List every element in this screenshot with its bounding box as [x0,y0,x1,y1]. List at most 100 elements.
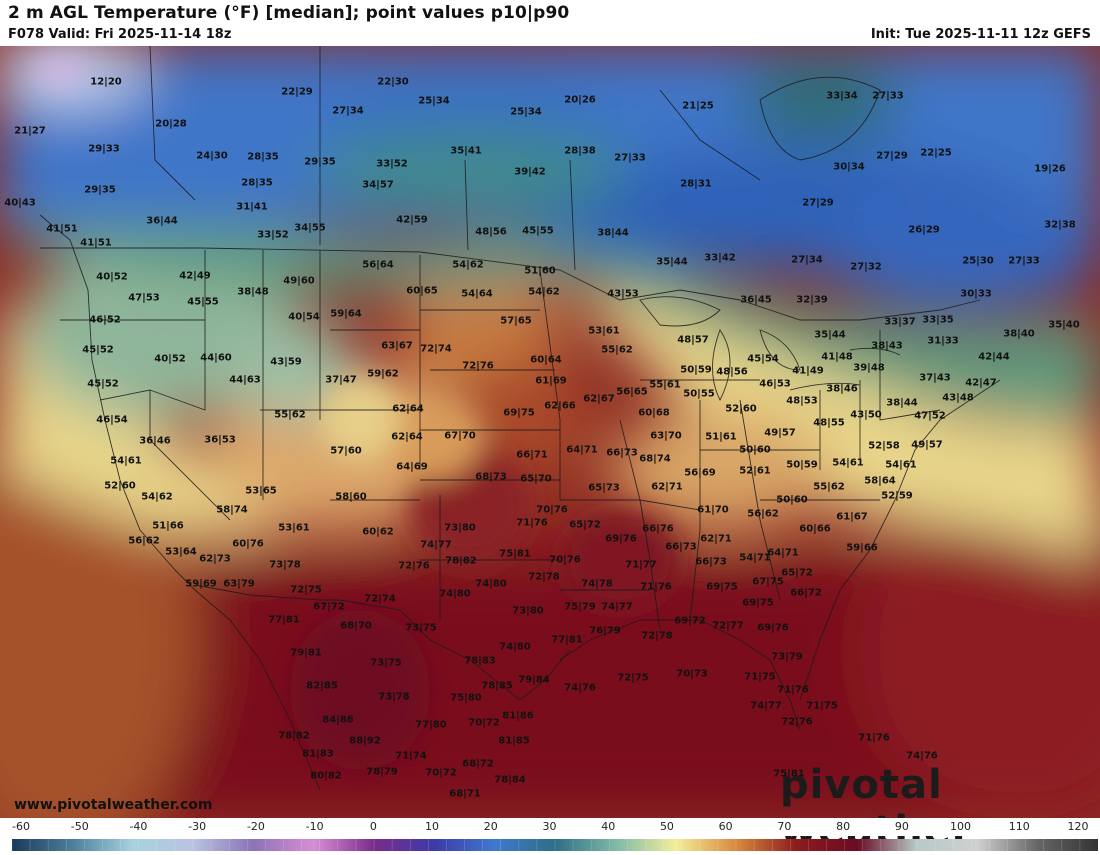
point-value: 78|82 [278,730,310,742]
point-value: 69|75 [503,407,535,419]
point-value: 75|81 [499,548,531,560]
point-value: 47|53 [128,292,160,304]
point-value: 63|70 [650,430,682,442]
point-value: 70|73 [676,668,708,680]
point-value: 66|71 [516,449,548,461]
point-value: 55|61 [649,379,681,391]
point-value: 43|50 [850,409,882,421]
point-value: 56|62 [128,535,160,547]
point-value: 61|69 [535,375,567,387]
point-value: 41|48 [821,351,853,363]
point-value: 50|55 [683,388,715,400]
point-value: 34|55 [294,222,326,234]
point-value: 59|69 [185,578,217,590]
point-value: 20|26 [564,94,596,106]
point-value: 44|63 [229,374,261,386]
colorbar-tick: 120 [1067,820,1089,833]
temperature-field [0,46,1100,818]
temperature-colorbar [11,836,1098,851]
point-value: 22|30 [377,76,409,88]
colorbar-gradient [11,839,1098,851]
point-value: 22|29 [281,86,313,98]
point-value: 45|55 [522,225,554,237]
point-value: 74|76 [564,682,596,694]
point-value: 19|26 [1034,163,1066,175]
point-value: 46|53 [759,378,791,390]
point-value: 88|92 [349,735,381,747]
point-value: 52|60 [725,403,757,415]
point-value: 64|71 [566,444,598,456]
temperature-map[interactable]: 12|20 22|30 22|29 25|34 20|26 21|25 27|34 25|34… [0,46,1100,818]
point-value: 69|75 [706,581,738,593]
point-value: 62|71 [651,481,683,493]
point-value: 32|38 [1044,219,1076,231]
point-value: 67|75 [752,576,784,588]
point-value: 64|71 [767,547,799,559]
point-value: 41|49 [792,365,824,377]
map-title: 2 m AGL Temperature (°F) [median]; point… [8,3,570,23]
point-value: 25|34 [418,95,450,107]
point-value: 68|74 [639,453,671,465]
point-value: 40|52 [96,271,128,283]
point-value: 61|70 [697,504,729,516]
point-value: 67|72 [313,601,345,613]
point-value: 66|73 [695,556,727,568]
point-value: 27|29 [802,197,834,209]
point-value: 72|76 [398,560,430,572]
point-value: 39|42 [514,166,546,178]
point-value: 29|35 [84,184,116,196]
point-value: 33|52 [376,158,408,170]
point-value: 52|61 [739,465,771,477]
point-value: 35|44 [814,329,846,341]
point-value: 70|72 [468,717,500,729]
point-value: 62|64 [392,403,424,415]
point-value: 25|34 [510,106,542,118]
point-value: 29|35 [304,156,336,168]
point-value: 60|62 [362,526,394,538]
point-value: 68|72 [462,758,494,770]
point-value: 47|52 [914,410,946,422]
point-value: 75|79 [564,601,596,613]
point-value: 78|84 [494,774,526,786]
point-value: 50|60 [776,494,808,506]
point-value: 54|62 [452,259,484,271]
map-header: 2 m AGL Temperature (°F) [median]; point… [0,0,1100,46]
point-value: 81|83 [302,748,334,760]
point-value: 56|62 [747,508,779,520]
point-value: 52|60 [104,480,136,492]
point-value: 66|72 [790,587,822,599]
point-value: 35|44 [656,256,688,268]
point-value: 43|59 [270,356,302,368]
point-value: 71|75 [806,700,838,712]
point-value: 74|77 [420,539,452,551]
point-value: 84|86 [322,714,354,726]
point-value: 72|76 [781,716,813,728]
point-value: 38|40 [1003,328,1035,340]
point-value: 65|73 [588,482,620,494]
point-value: 33|42 [704,252,736,264]
point-value: 54|61 [885,459,917,471]
point-value: 28|31 [680,178,712,190]
point-value: 57|60 [330,445,362,457]
point-value: 73|78 [378,691,410,703]
point-value: 56|69 [684,467,716,479]
point-value: 71|75 [744,671,776,683]
point-value: 27|33 [614,152,646,164]
point-value: 62|67 [583,393,615,405]
point-value: 45|52 [87,378,119,390]
point-value: 70|76 [536,504,568,516]
point-value: 72|75 [617,672,649,684]
point-value: 52|59 [881,490,913,502]
point-value: 78|85 [481,680,513,692]
point-value: 69|72 [674,615,706,627]
point-value: 65|72 [569,519,601,531]
point-value: 63|67 [381,340,413,352]
point-value: 58|60 [335,491,367,503]
point-value: 48|53 [786,395,818,407]
point-value: 60|64 [530,354,562,366]
colorbar-tick: -40 [129,820,148,833]
point-value: 77|80 [415,719,447,731]
colorbar-tick: 20 [483,820,498,833]
point-value: 50|60 [739,444,771,456]
point-value: 48|56 [716,366,748,378]
